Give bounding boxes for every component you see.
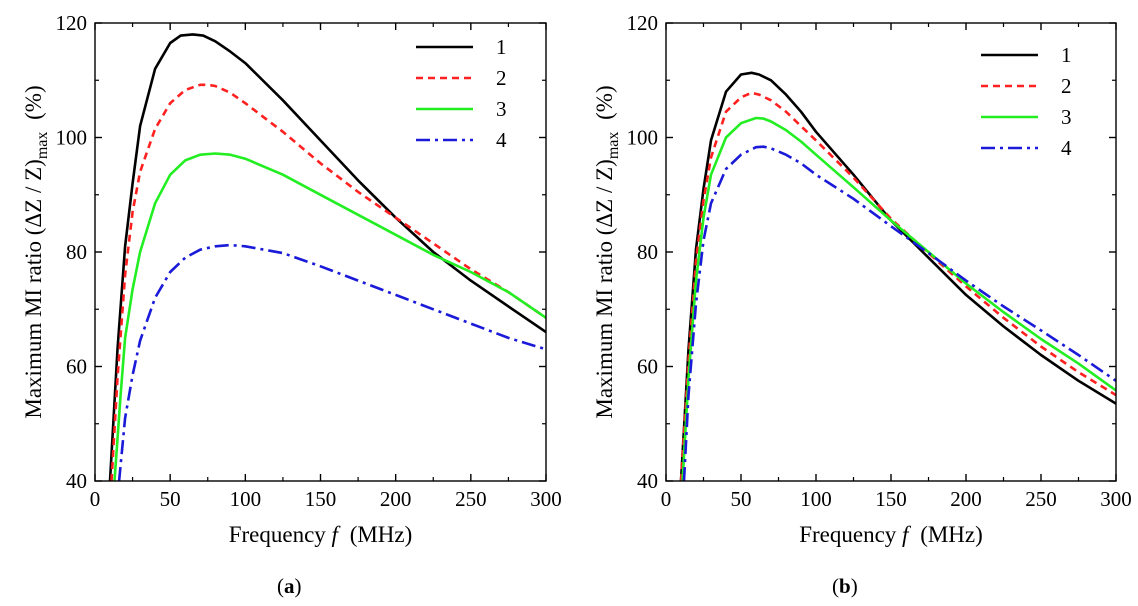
legend-label-2: 2 bbox=[496, 66, 507, 90]
series-line-3 bbox=[113, 152, 546, 481]
chart-panel-a: 0 50 100 150 200 250 300 40 60 80 100 120 Frequency … bbox=[21, 11, 562, 598]
x-axis-title: Frequency f (MHz) bbox=[229, 522, 413, 547]
y-axis-title: Maximum MI ratio (ΔZ / Z)max (%) bbox=[592, 85, 622, 418]
series-line-4 bbox=[117, 243, 546, 481]
x-tick-label: 300 bbox=[1100, 487, 1132, 511]
panel-label-a: (a) bbox=[277, 574, 302, 598]
plot-frame bbox=[665, 22, 1117, 482]
series-line-4 bbox=[682, 145, 1116, 481]
series-line-1 bbox=[679, 71, 1116, 481]
series-line-3 bbox=[681, 116, 1116, 481]
x-tick-label: 150 bbox=[305, 487, 337, 511]
series-line-1 bbox=[108, 33, 546, 481]
x-tick-label: 50 bbox=[731, 487, 752, 511]
plot-frame bbox=[94, 22, 547, 482]
legend-label-3: 3 bbox=[1061, 105, 1072, 129]
chart-a-svg: 0 50 100 150 200 250 300 40 60 80 100 120 Frequency … bbox=[21, 11, 562, 547]
x-tick-label: 300 bbox=[530, 487, 562, 511]
legend-label-4: 4 bbox=[1061, 136, 1072, 160]
chart-b-svg: 0 50 100 150 200 250 300 40 60 80 100 120 Frequency … bbox=[592, 11, 1132, 547]
y-tick-label: 60 bbox=[637, 355, 658, 379]
y-tick-label: 120 bbox=[56, 11, 88, 35]
y-tick-label: 80 bbox=[66, 240, 87, 264]
x-tick-label: 200 bbox=[950, 487, 982, 511]
series-line-2 bbox=[679, 91, 1116, 481]
x-tick-label: 100 bbox=[230, 487, 262, 511]
legend-label-1: 1 bbox=[1061, 43, 1072, 67]
y-tick-label: 100 bbox=[627, 126, 659, 150]
x-tick-label: 0 bbox=[90, 487, 101, 511]
chart-panel-b: 0 50 100 150 200 250 300 40 60 80 100 120 Frequency … bbox=[569, 0, 1138, 606]
x-tick-label: 50 bbox=[160, 487, 181, 511]
y-tick-label: 60 bbox=[66, 355, 87, 379]
legend-label-2: 2 bbox=[1061, 74, 1072, 98]
x-tick-label: 250 bbox=[455, 487, 487, 511]
y-axis-title: Maximum MI ratio (ΔZ / Z)max (%) bbox=[21, 85, 51, 418]
y-tick-label: 100 bbox=[56, 126, 88, 150]
legend-label-4: 4 bbox=[496, 128, 507, 152]
y-tick-label: 80 bbox=[637, 240, 658, 264]
y-tick-label: 40 bbox=[66, 469, 87, 493]
x-tick-label: 250 bbox=[1025, 487, 1057, 511]
legend-label-3: 3 bbox=[496, 97, 507, 121]
x-tick-label: 200 bbox=[380, 487, 412, 511]
x-axis-title: Frequency f (MHz) bbox=[799, 522, 983, 547]
legend-label-1: 1 bbox=[496, 35, 507, 59]
y-tick-label: 40 bbox=[637, 469, 658, 493]
x-tick-label: 0 bbox=[661, 487, 672, 511]
x-tick-label: 150 bbox=[875, 487, 907, 511]
series-line-2 bbox=[110, 83, 546, 481]
panel-label-b: (b) bbox=[832, 574, 858, 598]
y-tick-label: 120 bbox=[627, 11, 659, 35]
x-tick-label: 100 bbox=[800, 487, 832, 511]
